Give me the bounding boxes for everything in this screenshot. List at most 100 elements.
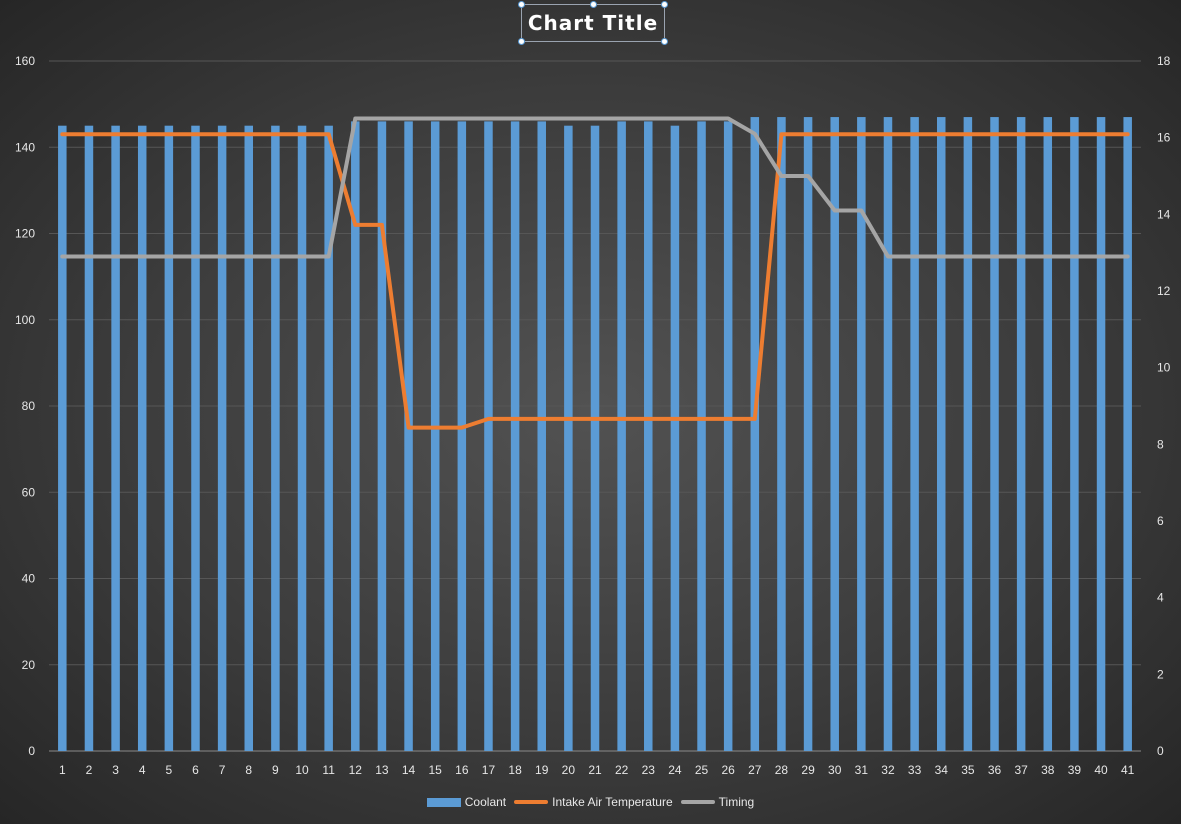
x-tick-label: 40	[1094, 763, 1108, 777]
x-tick-label: 5	[166, 763, 173, 777]
bar-coolant	[644, 121, 653, 751]
bar-coolant	[803, 117, 813, 751]
legend[interactable]: Coolant Intake Air Temperature Timing	[0, 795, 1181, 809]
line-intake-air-temperature	[60, 132, 1130, 430]
bar-coolant	[377, 121, 387, 751]
y-right-tick-label: 2	[1157, 667, 1164, 681]
x-tick-label: 16	[455, 763, 469, 777]
resize-handle-bl[interactable]	[518, 38, 525, 45]
legend-item-intake-air-temperature[interactable]: Intake Air Temperature	[514, 795, 673, 809]
line-timing	[60, 116, 1130, 259]
y-left-tick-label: 80	[22, 399, 36, 413]
x-tick-label: 13	[375, 763, 389, 777]
y-left-tick-label: 40	[22, 572, 36, 586]
bar-coolant	[164, 125, 174, 751]
x-tick-label: 19	[535, 763, 549, 777]
x-tick-label: 2	[86, 763, 93, 777]
bar-coolant	[510, 121, 520, 751]
y-left-tick-label: 0	[28, 744, 35, 758]
chart-title: Chart Title	[527, 11, 659, 35]
x-tick-label: 11	[322, 763, 335, 777]
y-right-tick-label: 4	[1157, 591, 1164, 605]
legend-swatch-timing	[680, 800, 715, 804]
bar-coolant	[271, 125, 280, 751]
x-tick-label: 32	[881, 763, 895, 777]
legend-swatch-coolant	[426, 797, 461, 807]
bar-coolant	[777, 117, 786, 751]
x-tick-label: 1	[59, 763, 66, 777]
x-tick-label: 3	[112, 763, 119, 777]
bar-coolant	[857, 117, 866, 751]
x-tick-label: 28	[775, 763, 789, 777]
bar-coolant	[111, 125, 120, 751]
x-tick-label: 20	[562, 763, 576, 777]
bar-coolant	[58, 125, 67, 751]
x-tick-label: 35	[961, 763, 975, 777]
y-right-tick-label: 6	[1157, 514, 1164, 528]
x-tick-label: 7	[219, 763, 226, 777]
x-tick-label: 22	[615, 763, 629, 777]
x-tick-label: 36	[988, 763, 1002, 777]
bar-coolant	[617, 121, 626, 751]
bar-coolant	[1070, 117, 1079, 751]
x-tick-label: 23	[642, 763, 656, 777]
bar-coolant	[910, 117, 919, 751]
x-tick-label: 4	[139, 763, 146, 777]
x-tick-label: 18	[508, 763, 522, 777]
legend-label-coolant: Coolant	[464, 795, 507, 809]
legend-label-timing: Timing	[718, 795, 755, 809]
chart-title-box[interactable]: Chart Title	[518, 1, 668, 45]
legend-swatch-intake-air-temperature	[514, 800, 549, 804]
bar-coolant	[936, 117, 946, 751]
y-left-tick-label: 100	[15, 313, 35, 327]
bar-coolant	[590, 125, 600, 751]
bar-coolant	[84, 125, 94, 751]
x-tick-label: 10	[295, 763, 309, 777]
bar-coolant	[670, 125, 680, 751]
bar-coolant	[830, 117, 839, 751]
bar-coolant	[1043, 117, 1053, 751]
x-tick-label: 25	[695, 763, 709, 777]
y-left-tick-label: 60	[22, 485, 36, 499]
x-tick-label: 9	[272, 763, 279, 777]
x-tick-label: 24	[668, 763, 682, 777]
y-right-tick-label: 12	[1157, 284, 1171, 298]
y-left-tick-label: 140	[15, 140, 35, 154]
bar-coolant	[404, 121, 413, 751]
x-tick-label: 26	[721, 763, 735, 777]
x-tick-label: 38	[1041, 763, 1055, 777]
bar-coolant	[697, 121, 706, 751]
y-left-tick-label: 120	[15, 227, 35, 241]
x-tick-label: 14	[402, 763, 416, 777]
legend-label-intake-air-temperature: Intake Air Temperature	[552, 795, 673, 809]
bar-coolant	[137, 125, 147, 751]
x-tick-label: 31	[855, 763, 869, 777]
bar-coolant	[351, 121, 360, 751]
resize-handle-tr[interactable]	[661, 1, 668, 8]
bar-coolant	[297, 125, 307, 751]
bar-coolant	[1123, 117, 1132, 751]
bar-coolant	[484, 121, 493, 751]
bar-coolant	[324, 125, 333, 751]
legend-item-timing[interactable]: Timing	[680, 795, 755, 809]
bar-coolant	[990, 117, 999, 751]
bar-coolant	[217, 125, 227, 751]
bar-coolant	[244, 125, 254, 751]
x-tick-label: 33	[908, 763, 922, 777]
x-tick-label: 30	[828, 763, 842, 777]
y-right-tick-label: 18	[1157, 54, 1171, 68]
x-tick-label: 27	[748, 763, 762, 777]
x-tick-label: 15	[429, 763, 443, 777]
x-tick-label: 37	[1014, 763, 1028, 777]
x-tick-label: 41	[1121, 763, 1135, 777]
bar-coolant	[963, 117, 973, 751]
resize-handle-tm[interactable]	[590, 1, 597, 8]
bar-coolant	[191, 125, 200, 751]
resize-handle-tl[interactable]	[518, 1, 525, 8]
resize-handle-br[interactable]	[661, 38, 668, 45]
legend-item-coolant[interactable]: Coolant	[426, 795, 507, 809]
bar-coolant	[750, 117, 760, 751]
bar-coolant	[1096, 117, 1106, 751]
